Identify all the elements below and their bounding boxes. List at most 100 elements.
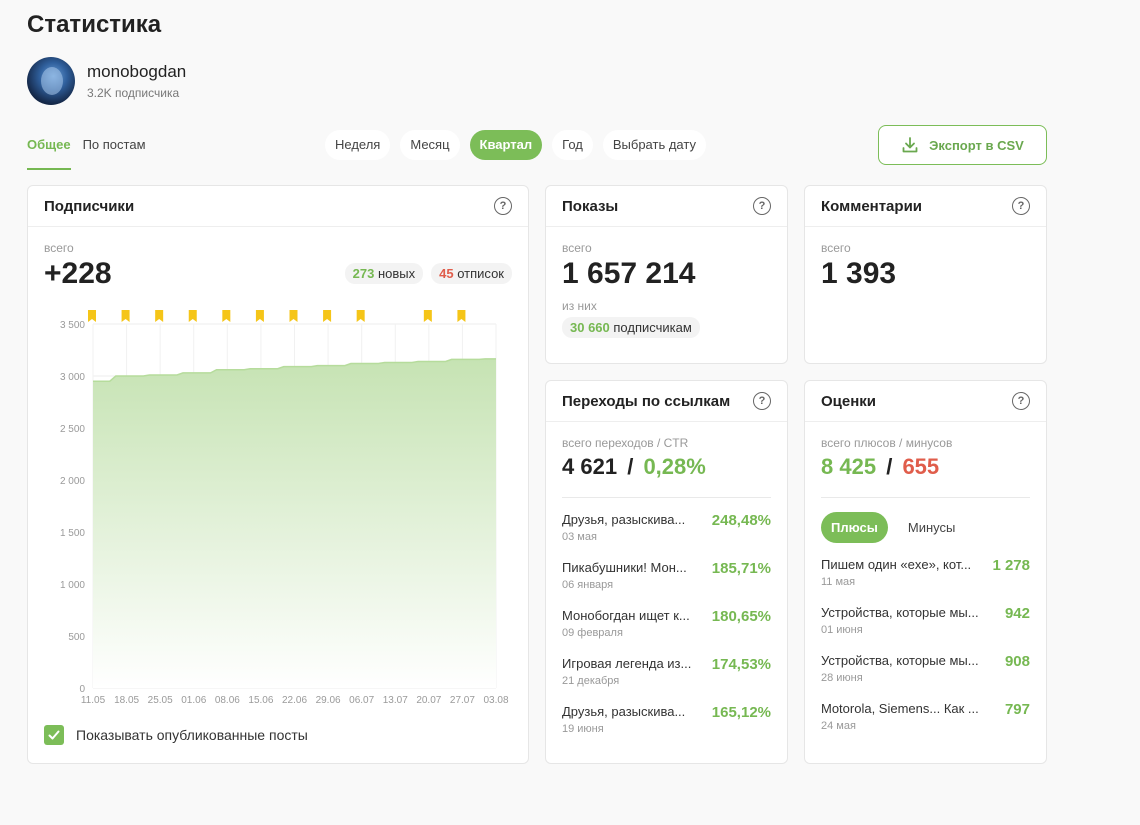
post-value: 185,71% bbox=[711, 560, 771, 577]
post-marker-icon bbox=[222, 310, 231, 322]
post-value: 942 bbox=[1004, 605, 1030, 622]
list-item[interactable]: Игровая легенда из... 21 декабря 174,53% bbox=[562, 656, 771, 704]
export-csv-label: Экспорт в CSV bbox=[929, 137, 1024, 153]
link-clicks-title: Переходы по ссылкам bbox=[562, 392, 731, 410]
download-icon bbox=[902, 137, 918, 153]
list-item[interactable]: Пишем один «exe», кот... 11 мая 1 278 bbox=[821, 557, 1030, 605]
tab-by-posts[interactable]: По постам bbox=[82, 137, 146, 152]
ratings-card: Оценки ? всего плюсов / минусов 8 425 / … bbox=[804, 380, 1047, 764]
divider bbox=[562, 497, 771, 498]
subscribers-chart[interactable]: 0 500 1 000 1 500 2 000 2 500 3 000 3 500 11.05 1… bbox=[28, 306, 528, 716]
post-date: 06 января bbox=[562, 579, 614, 591]
post-marker-icon bbox=[255, 310, 264, 322]
checkbox-checked[interactable] bbox=[44, 725, 64, 745]
help-icon[interactable]: ? bbox=[1012, 392, 1030, 410]
post-marker-icon bbox=[121, 310, 130, 322]
comments-total: 1 393 bbox=[821, 257, 897, 290]
post-value: 180,65% bbox=[711, 608, 771, 625]
post-title: Игровая легенда из... bbox=[562, 656, 692, 671]
period-week-button[interactable]: Неделя bbox=[325, 130, 391, 160]
list-item[interactable]: Монобогдан ищет к... 09 февраля 180,65% bbox=[562, 608, 771, 656]
period-month-button[interactable]: Месяц bbox=[400, 130, 460, 160]
impressions-total-label: всего bbox=[562, 241, 592, 255]
view-tabs: Общее По постам bbox=[27, 137, 158, 170]
help-icon[interactable]: ? bbox=[1012, 197, 1030, 215]
x-tick-label: 22.06 bbox=[282, 695, 307, 706]
post-marker-icon bbox=[323, 310, 332, 322]
post-marker-icon bbox=[289, 310, 298, 322]
ratings-plus: 8 425 bbox=[821, 454, 877, 479]
impressions-subs-label: подписчикам bbox=[613, 320, 692, 335]
period-selector: Неделя Месяц Квартал Год Выбрать дату bbox=[325, 130, 706, 160]
unsub-label: отписок bbox=[457, 266, 504, 281]
period-choose-date-button[interactable]: Выбрать дату bbox=[602, 130, 706, 160]
post-title: Пишем один «exe», кот... bbox=[821, 557, 972, 572]
y-tick-label: 0 bbox=[79, 684, 85, 695]
divider bbox=[821, 497, 1030, 498]
x-tick-label: 20.07 bbox=[416, 695, 441, 706]
tab-general[interactable]: Общее bbox=[27, 137, 71, 170]
x-tick-label: 08.06 bbox=[215, 695, 240, 706]
post-date: 21 декабря bbox=[562, 675, 620, 687]
list-item[interactable]: Друзья, разыскива... 03 мая 248,48% bbox=[562, 512, 771, 560]
subscribers-total: +228 bbox=[44, 257, 112, 290]
impressions-total: 1 657 214 bbox=[562, 257, 696, 290]
post-marker-icon bbox=[457, 310, 466, 322]
post-title: Друзья, разыскива... bbox=[562, 704, 686, 719]
x-tick-label: 29.06 bbox=[316, 695, 341, 706]
show-posts-toggle[interactable]: Показывать опубликованные посты bbox=[44, 725, 308, 745]
post-value: 174,53% bbox=[711, 656, 771, 673]
list-item[interactable]: Устройства, которые мы... 28 июня 908 bbox=[821, 653, 1030, 701]
avatar[interactable] bbox=[27, 57, 75, 105]
post-value: 908 bbox=[1004, 653, 1030, 670]
y-tick-label: 2 500 bbox=[60, 424, 85, 435]
comments-title: Комментарии bbox=[821, 197, 923, 215]
post-title: Устройства, которые мы... bbox=[821, 605, 979, 620]
profile-name[interactable]: monobogdan bbox=[87, 62, 187, 81]
post-title: Пикабушники! Мон... bbox=[562, 560, 687, 575]
list-item[interactable]: Пикабушники! Мон... 06 января 185,71% bbox=[562, 560, 771, 608]
post-value: 797 bbox=[1004, 701, 1030, 718]
unsub-count: 45 bbox=[439, 266, 454, 281]
subscribers-card: Подписчики ? всего +228 273 новых 45 отп… bbox=[27, 185, 529, 764]
period-quarter-button[interactable]: Квартал bbox=[469, 130, 543, 160]
post-date: 28 июня bbox=[821, 672, 863, 684]
post-date: 01 июня bbox=[821, 624, 863, 636]
x-tick-label: 18.05 bbox=[114, 695, 139, 706]
tab-plus[interactable]: Плюсы bbox=[821, 512, 888, 543]
period-year-button[interactable]: Год bbox=[552, 130, 593, 160]
help-icon[interactable]: ? bbox=[753, 197, 771, 215]
export-csv-button[interactable]: Экспорт в CSV bbox=[878, 125, 1047, 165]
help-icon[interactable]: ? bbox=[494, 197, 512, 215]
check-icon bbox=[48, 730, 60, 740]
list-item[interactable]: Друзья, разыскива... 19 июня 165,12% bbox=[562, 704, 771, 752]
link-clicks-card: Переходы по ссылкам ? всего переходов / … bbox=[545, 380, 788, 764]
link-clicks-sep: / bbox=[627, 454, 634, 479]
post-title: Motorola, Siemens... Как ... bbox=[821, 701, 979, 716]
tab-minus[interactable]: Минусы bbox=[907, 520, 956, 535]
y-tick-label: 2 000 bbox=[60, 476, 85, 487]
unsubscribes-badge: 45 отписок bbox=[431, 263, 512, 284]
post-title: Друзья, разыскива... bbox=[562, 512, 686, 527]
comments-card: Комментарии ? всего 1 393 bbox=[804, 185, 1047, 364]
post-value: 1 278 bbox=[992, 557, 1030, 574]
x-tick-label: 13.07 bbox=[383, 695, 408, 706]
post-title: Устройства, которые мы... bbox=[821, 653, 979, 668]
new-subscribers-badge: 273 новых bbox=[344, 263, 424, 284]
post-date: 11 мая bbox=[821, 576, 856, 588]
help-icon[interactable]: ? bbox=[753, 392, 771, 410]
y-tick-label: 1 000 bbox=[60, 580, 85, 591]
y-tick-label: 3 000 bbox=[60, 372, 85, 383]
ratings-label: всего плюсов / минусов bbox=[821, 436, 953, 450]
post-date: 24 мая bbox=[821, 720, 856, 732]
chart-area bbox=[93, 358, 496, 688]
show-posts-label: Показывать опубликованные посты bbox=[76, 727, 308, 743]
page-title: Статистика bbox=[27, 11, 162, 38]
post-marker-icon bbox=[423, 310, 432, 322]
impressions-card: Показы ? всего 1 657 214 из них 30 660 п… bbox=[545, 185, 788, 364]
link-clicks-ctr: 0,28% bbox=[643, 454, 706, 479]
post-marker-icon bbox=[356, 310, 365, 322]
post-marker-icon bbox=[188, 310, 197, 322]
list-item[interactable]: Устройства, которые мы... 01 июня 942 bbox=[821, 605, 1030, 653]
list-item[interactable]: Motorola, Siemens... Как ... 24 мая 797 bbox=[821, 701, 1030, 749]
